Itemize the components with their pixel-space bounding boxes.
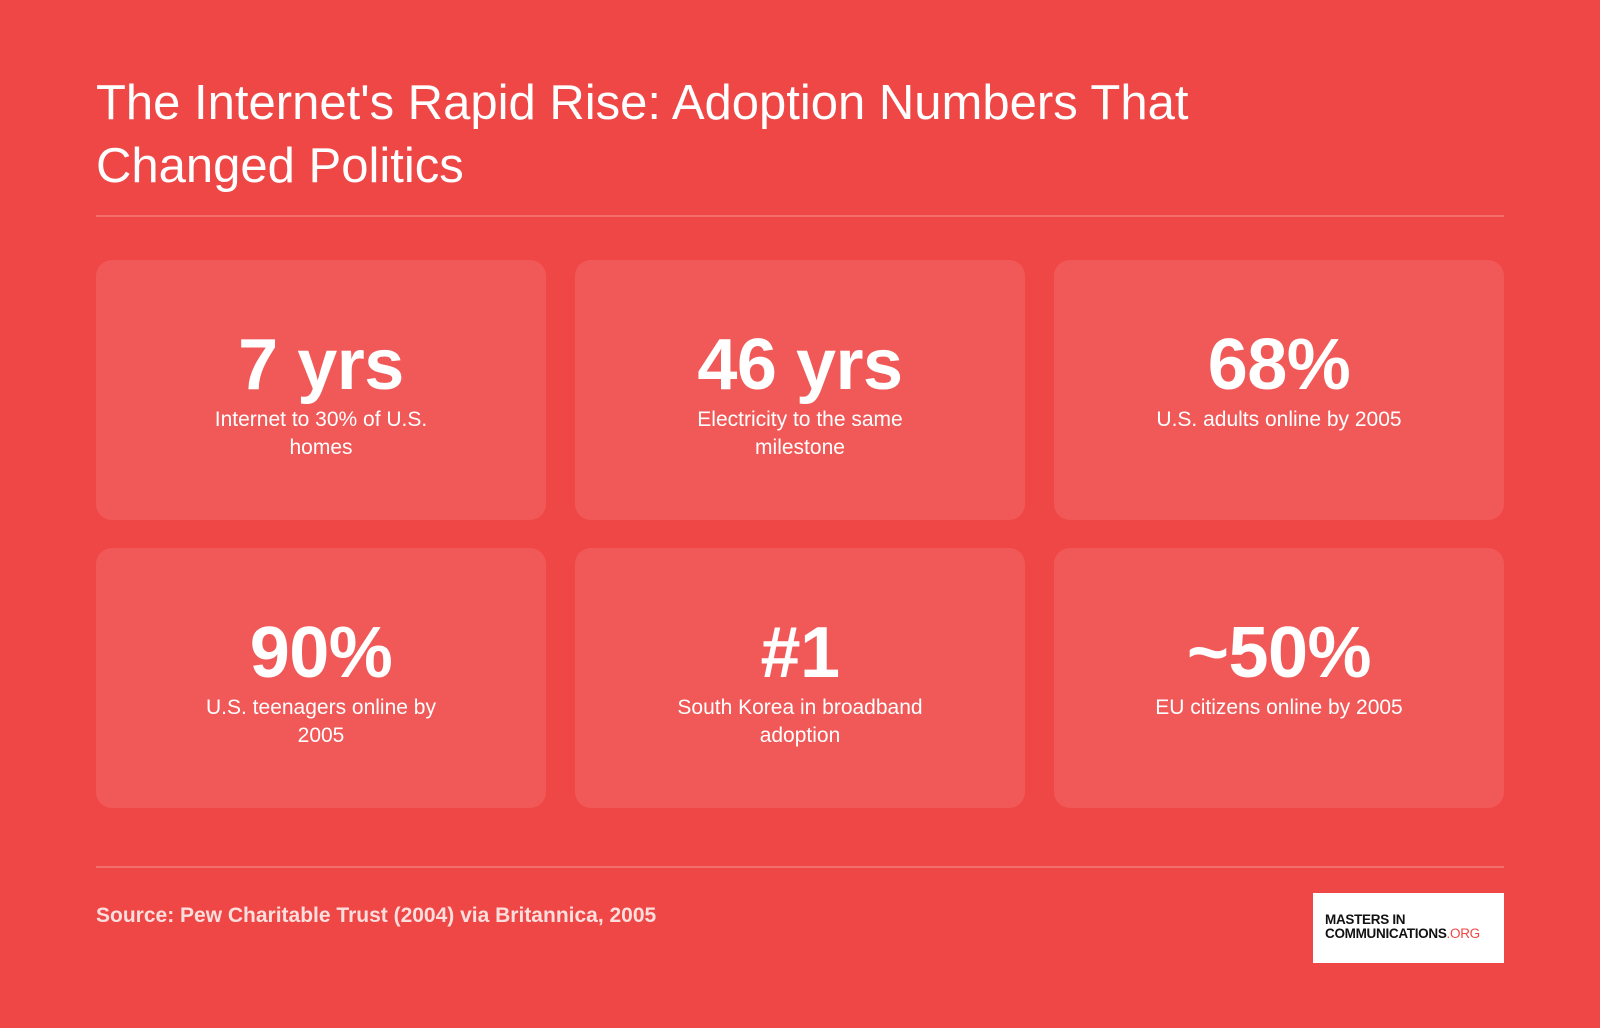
stat-label: South Korea in broadband adoption — [677, 696, 923, 747]
stats-grid: 7 yrs Internet to 30% of U.S. homes 46 y… — [96, 260, 1504, 808]
stat-value: #1 — [760, 613, 840, 693]
stat-value: 7 yrs — [238, 325, 404, 405]
page-title: The Internet's Rapid Rise: Adoption Numb… — [96, 76, 1189, 193]
stat-value: ~50% — [1186, 613, 1372, 693]
logo-text-line1: MASTERS IN — [1325, 912, 1406, 927]
stat-value: 68% — [1207, 325, 1351, 405]
infographic: The Internet's Rapid Rise: Adoption Numb… — [96, 72, 1504, 972]
stat-card: 68% U.S. adults online by 2005 — [1054, 260, 1504, 520]
stat-label: Electricity to the same milestone — [697, 408, 903, 459]
stat-card: 7 yrs Internet to 30% of U.S. homes — [96, 260, 546, 520]
logo-text-main: COMMUNICATIONS — [1325, 926, 1447, 941]
source-citation: Source: Pew Charitable Trust (2004) via … — [96, 904, 657, 927]
stat-label: U.S. adults online by 2005 — [1156, 408, 1402, 431]
stat-label: EU citizens online by 2005 — [1155, 696, 1403, 719]
title-divider — [96, 215, 1504, 217]
stat-value: 90% — [249, 613, 393, 693]
stat-label: Internet to 30% of U.S. homes — [214, 408, 428, 459]
stat-card: 46 yrs Electricity to the same milestone — [575, 260, 1025, 520]
stat-label: U.S. teenagers online by 2005 — [206, 696, 436, 747]
stat-card: 90% U.S. teenagers online by 2005 — [96, 548, 546, 808]
logo-text-line2: COMMUNICATIONS.ORG — [1325, 927, 1504, 941]
footer-divider — [96, 866, 1504, 868]
brand-logo[interactable]: MASTERS IN COMMUNICATIONS.ORG — [1313, 893, 1504, 963]
logo-text-accent: .ORG — [1446, 926, 1481, 941]
stat-card: #1 South Korea in broadband adoption — [575, 548, 1025, 808]
stat-card: ~50% EU citizens online by 2005 — [1054, 548, 1504, 808]
stat-value: 46 yrs — [697, 325, 903, 405]
